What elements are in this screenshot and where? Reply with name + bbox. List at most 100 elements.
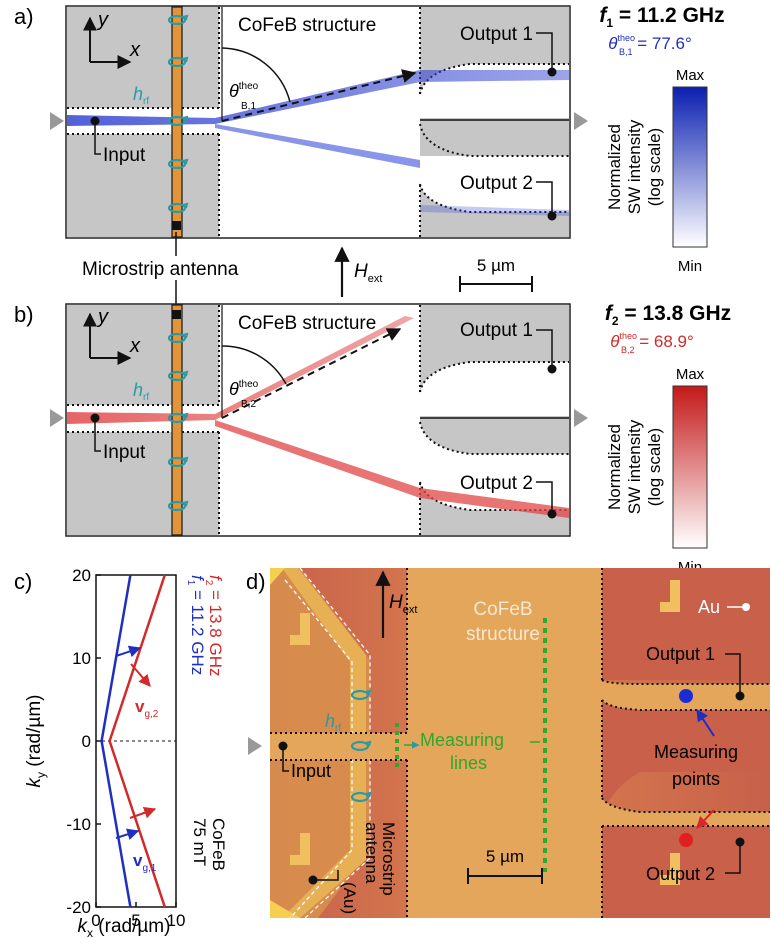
svg-text:(Au): (Au) (340, 882, 359, 914)
panel-d-structure-1: CoFeB (473, 599, 532, 620)
panel-d-output2-point (735, 837, 745, 847)
panel-d-output1: Output 1 (646, 644, 715, 664)
x-tick-label: 5 (131, 911, 140, 930)
panel-d-measuring-point-blue (679, 689, 693, 703)
panel-a-frequency: f1 = 11.2 GHz (599, 4, 724, 30)
panel-a-colorbar-max: Max (676, 67, 705, 84)
panel-c-vg2: vg,2 (135, 697, 159, 720)
panel-d-au-point (742, 603, 750, 611)
panel-b-input: Input (103, 442, 146, 463)
panel-d-top-block (602, 568, 770, 680)
panel-c-vg-arrow (129, 807, 157, 819)
panel-a-output2-point (547, 211, 557, 221)
panel-d-antenna-label: Microstrip antenna (Au) (340, 822, 398, 914)
panel-c-legend: f1 = 11.2 GHz f2 = 13.8 GHz (185, 575, 225, 676)
panel-a-angle: θtheo B,1 = 77.6° (608, 33, 692, 57)
panel-a-axes-icon (83, 16, 132, 69)
panel-b-axes-icon (83, 312, 132, 365)
panel-a-angle-arc (221, 47, 291, 103)
panel-d-label: d) (246, 569, 266, 594)
panel-a-theta: θtheo (229, 81, 259, 101)
panel-c-vg-arrow (115, 828, 140, 840)
panel-a-input: Input (103, 145, 146, 166)
panel-d-scalebar (467, 868, 543, 884)
svg-text:SW intensity: SW intensity (625, 419, 644, 514)
y-tick-label: 20 (72, 566, 91, 585)
svg-text:SW intensity: SW intensity (625, 119, 644, 214)
panel-c-legend-f2: f2 = 13.8 GHz (203, 575, 225, 676)
panel-a-theta-sub: B,1 (241, 101, 256, 112)
panel-a-axis-y: y (96, 9, 109, 31)
panel-b-beams (67, 316, 569, 518)
panel-b-block-tr (420, 305, 569, 392)
panel-b-block-br (420, 482, 569, 535)
panel-d: d) (246, 567, 770, 919)
panel-d-output2-waveguide (602, 798, 770, 826)
svg-text:75 mT: 75 mT (190, 818, 209, 866)
panel-a-colorbar (672, 86, 708, 248)
y-tick-label: 10 (72, 649, 91, 668)
panel-d-red-pointer (696, 809, 715, 829)
panel-c-yticks: 20 10 0 -10 -20 (66, 566, 101, 917)
dispersion-line-2 (108, 574, 166, 908)
panel-b-angle-arc (221, 345, 287, 385)
panel-c-label: c) (14, 569, 32, 594)
panel-d-input: Input (291, 761, 331, 781)
panel-a-label: a) (14, 4, 34, 29)
panel-b-theta: θtheo (229, 379, 259, 399)
panel-d-au: Au (698, 597, 720, 617)
antenna-label: Microstrip antenna (82, 259, 239, 280)
panel-b-output1-point (547, 364, 557, 374)
panel-b-block-mr (420, 416, 569, 454)
panel-b-theta-sub: B,2 (241, 399, 256, 410)
panel-b-axis-x: x (129, 335, 141, 357)
panel-b-boundaries (67, 305, 569, 535)
panel-d-input-waveguide (270, 733, 407, 760)
y-tick-label: -10 (66, 815, 91, 834)
panel-c-vg1: vg,1 (133, 851, 157, 874)
panel-a-boundaries (67, 7, 569, 237)
panel-d-middle-block (602, 690, 770, 820)
scalebar-label: 5 µm (477, 256, 515, 275)
panel-c-ylabel: ky (rad/µm) (24, 695, 48, 788)
panel-d-input-triangle (248, 737, 262, 755)
panel-d-markers (290, 580, 680, 885)
y-tick-label: 0 (82, 732, 91, 751)
svg-text:Normalized: Normalized (605, 124, 624, 210)
panel-a-antenna-pad (172, 221, 181, 230)
panel-a-colorbar-min: Min (678, 258, 702, 275)
svg-text:CoFeB: CoFeB (209, 818, 228, 871)
panel-c-vg-arrow (115, 645, 142, 658)
panel-b-frequency: f2 = 13.8 GHz (605, 302, 731, 328)
panel-d-measuring-points-1: Measuring (654, 742, 738, 762)
panel-b-output2-point (547, 509, 557, 519)
panel-b-antenna (171, 304, 183, 536)
panel-b-axis-y: y (96, 306, 109, 328)
panel-a: a) (14, 4, 725, 275)
panel-a-block-bl (67, 134, 219, 237)
panel-d-blue-pointer (696, 708, 715, 737)
panel-a-block-br (420, 184, 569, 237)
panel-a-block-mr (420, 118, 569, 156)
panel-c-series (100, 574, 166, 908)
dispersion-line-1 (100, 574, 132, 908)
panel-c-xticks: 0 5 10 (91, 902, 185, 930)
panel-a-output-triangle (574, 112, 588, 130)
panel-a-hrf: hrf (133, 84, 149, 107)
panel-c-xlabel: kx (rad/µm) (78, 916, 171, 938)
panel-b-structure-label: CoFeB structure (238, 313, 376, 334)
svg-text:Microstrip: Microstrip (379, 822, 398, 896)
panel-b-angle: θtheo B,2 = 68.9° (610, 331, 694, 355)
panel-d-cofeb-region (407, 568, 602, 918)
panel-a-output1: Output 1 (460, 24, 533, 45)
panel-d-measuring-lines-2: lines (450, 753, 487, 773)
panel-d-hrf: hrf (325, 711, 341, 734)
panel-a-block-tr (420, 7, 569, 94)
scalebar (459, 276, 533, 292)
panel-d-output2: Output 2 (646, 864, 715, 884)
panel-b-colorbar-title: Normalized SW intensity (log scale) (605, 419, 664, 514)
panel-d-antenna-corner-b (270, 900, 300, 918)
panel-a-axis-x: x (129, 39, 141, 61)
panel-b-antenna-pad (172, 310, 181, 319)
svg-text:(log scale): (log scale) (645, 128, 664, 206)
